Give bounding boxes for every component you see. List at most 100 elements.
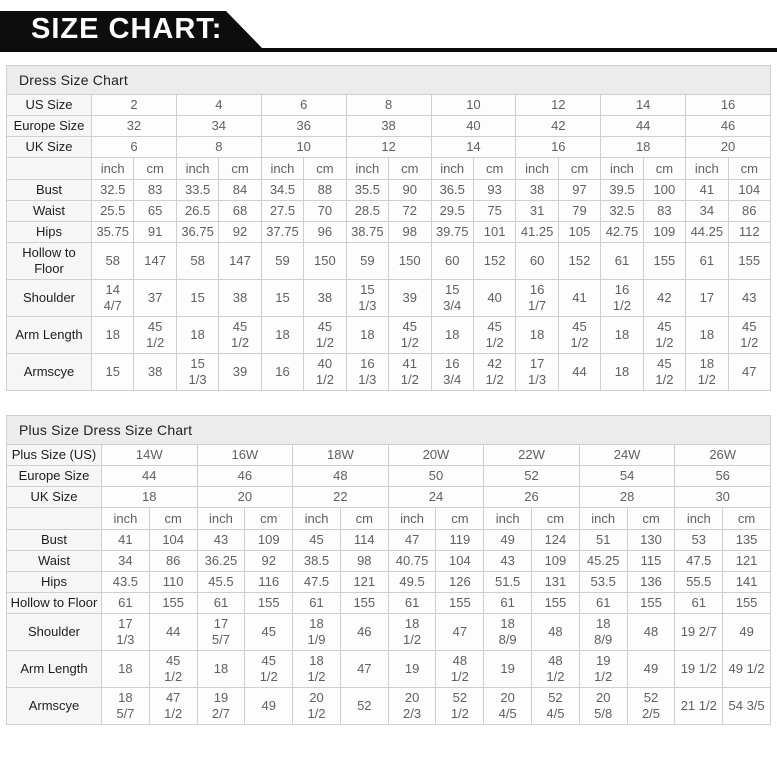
measure-cell-cm: 47 [339,650,389,688]
measure-cell-cm: 65 [133,200,177,222]
unit-cm-header: cm [303,157,347,180]
measure-cell-cm: 47 1/2 [148,687,198,725]
size-chart-banner: SIZE CHART: [0,0,777,53]
measure-cell-inch: 34 [685,200,729,222]
row-label: Shoulder [6,279,92,317]
measure-cell-inch: 32.5 [90,179,135,201]
measure-cell-inch: 59 [260,242,305,280]
measure-cell-inch: 15 1/3 [175,353,220,391]
row-label: Bust [6,529,102,551]
measure-cell-cm: 45 1/2 [244,650,294,688]
measure-cell-inch: 15 [90,353,135,391]
measure-cell-inch: 55.5 [674,571,724,593]
europe-size-row: Europe Size 32 34 36 38 40 42 44 46 [6,115,771,137]
size-cell: 24 [387,486,485,508]
plus-size-us-row: Plus Size (US) 14W 16W 18W 20W 22W 24W 26W [6,444,771,466]
unit-row-empty-cell [6,157,92,180]
measure-cell-cm: 104 [727,179,772,201]
measure-cell-inch: 19 2/7 [674,613,724,651]
measure-cell-inch: 21 1/2 [674,687,724,725]
size-cell: 16 [685,94,771,116]
measure-cell-cm: 96 [303,221,347,243]
measure-cell-cm: 47 [435,613,485,651]
measure-cell-cm: 48 1/2 [435,650,485,688]
measure-cell-inch: 19 [483,650,533,688]
measure-cell-inch: 19 1/2 [578,650,628,688]
measure-cell-cm: 155 [244,592,294,614]
unit-inch-header: inch [196,507,246,530]
measure-cell-inch: 18 1/2 [685,353,729,391]
measure-cell-inch: 31 [515,200,559,222]
measure-cell-inch: 44.25 [685,221,729,243]
measure-cell-inch: 29.5 [430,200,474,222]
measure-cell-cm: 45 1/2 [133,316,177,354]
plus-size-dress-chart-table: Plus Size Dress Size Chart Plus Size (US)… [6,415,771,725]
size-cell: 22W [483,444,580,466]
table-title-row: Dress Size Chart [6,65,771,95]
measure-cell-inch: 18 [345,316,390,354]
unit-inch-header: inch [260,157,305,180]
measure-cell-cm: 49 [722,613,771,651]
measure-cell-inch: 18 [101,650,150,688]
measure-cell-inch: 18 [90,316,135,354]
measure-cell-cm: 147 [133,242,177,280]
arm-length-row: Arm Length 18 45 1/2 18 45 1/2 18 1/2 47 19 48 1… [6,650,771,688]
size-cell: 20 [685,136,771,158]
measure-cell-cm: 68 [218,200,262,222]
measure-cell-cm: 43 [727,279,772,317]
measure-cell-cm: 42 [642,279,687,317]
unit-cm-header: cm [133,157,177,180]
unit-cm-header: cm [244,507,294,530]
measure-cell-cm: 92 [244,550,294,572]
size-cell: 32 [91,115,177,137]
measure-cell-inch: 18 [600,353,644,391]
shoulder-row: Shoulder 14 4/7 37 15 38 15 38 15 1/3 39 15 3/4 40… [6,279,772,317]
size-cell: 12 [345,136,432,158]
measure-cell-inch: 20 2/3 [387,687,437,725]
unit-inch-header: inch [430,157,474,180]
measure-cell-inch: 14 4/7 [90,279,135,317]
size-cell: 8 [345,94,432,116]
unit-inch-header: inch [674,507,724,530]
measure-cell-inch: 35.75 [90,221,135,243]
measure-cell-cm: 45 1/2 [303,316,347,354]
measure-cell-cm: 38 [218,279,262,317]
measure-cell-cm: 155 [727,242,772,280]
size-cell: 56 [674,465,771,487]
measure-cell-inch: 19 1/2 [674,650,724,688]
measure-cell-inch: 18 [685,316,729,354]
row-label: Waist [6,550,102,572]
size-cell: 14 [430,136,517,158]
measure-cell-cm: 109 [244,529,294,551]
unit-cm-header: cm [388,157,432,180]
row-label: Arm Length [6,316,92,354]
measure-cell-inch: 18 [260,316,305,354]
waist-row: Waist 25.5 65 26.5 68 27.5 70 28.5 72 29.5 75 31 79 3… [6,200,772,222]
measure-cell-inch: 45 [292,529,341,551]
unit-cm-header: cm [472,157,517,180]
measure-cell-cm: 45 1/2 [727,316,772,354]
measure-cell-cm: 93 [472,179,517,201]
measure-cell-cm: 38 [133,353,177,391]
measure-cell-inch: 18 8/9 [483,613,533,651]
measure-cell-inch: 61 [101,592,150,614]
unit-inch-header: inch [685,157,729,180]
size-cell: 44 [101,465,198,487]
europe-size-row: Europe Size 44 46 48 50 52 54 56 [6,465,771,487]
measure-cell-cm: 116 [244,571,294,593]
row-label: Hollow to Floor [6,592,102,614]
measure-cell-inch: 60 [515,242,559,280]
measure-cell-cm: 136 [626,571,676,593]
measure-cell-inch: 58 [90,242,135,280]
unit-header-row: inch cm inch cm inch cm inch cm inch cm inch cm inch… [6,507,771,530]
measure-cell-inch: 36.75 [175,221,220,243]
measure-cell-inch: 15 [260,279,305,317]
measure-cell-cm: 49 [626,650,676,688]
row-label: Shoulder [6,613,102,651]
measure-cell-inch: 18 1/9 [292,613,341,651]
measure-cell-cm: 131 [531,571,580,593]
measure-cell-inch: 18 1/2 [387,613,437,651]
size-cell: 46 [685,115,771,137]
measure-cell-cm: 45 1/2 [642,353,687,391]
measure-cell-cm: 115 [626,550,676,572]
